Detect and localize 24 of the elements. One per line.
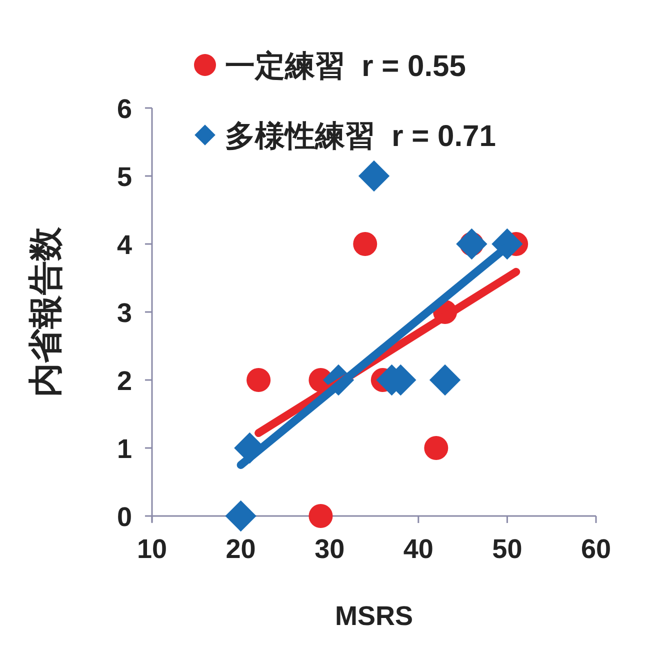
point xyxy=(429,364,461,396)
point xyxy=(358,160,390,192)
y-tick-label: 2 xyxy=(116,366,132,396)
y-tick-label: 5 xyxy=(116,162,132,192)
point xyxy=(225,500,256,532)
y-tick-label: 3 xyxy=(116,298,132,328)
point xyxy=(353,232,378,256)
legend-label: 一定練習 r = 0.55 xyxy=(225,49,466,83)
x-tick-label: 50 xyxy=(492,534,522,564)
x-tick-label: 20 xyxy=(226,534,256,564)
point xyxy=(424,436,448,460)
y-tick-label: 0 xyxy=(116,502,132,532)
y-tick-label: 4 xyxy=(116,230,132,260)
y-tick-label: 1 xyxy=(116,434,132,464)
y-axis-title: 内省報告数 xyxy=(27,226,65,397)
x-tick-label: 10 xyxy=(136,534,168,564)
x-axis-title: MSRS xyxy=(334,601,414,631)
point xyxy=(246,368,271,392)
x-tick-label: 30 xyxy=(314,534,345,564)
x-tick-label: 40 xyxy=(403,534,434,564)
y-tick-label: 6 xyxy=(116,94,132,124)
legend-label: 多様性練習 r = 0.71 xyxy=(225,120,496,153)
x-tick-label: 60 xyxy=(580,534,612,564)
point xyxy=(308,504,333,528)
